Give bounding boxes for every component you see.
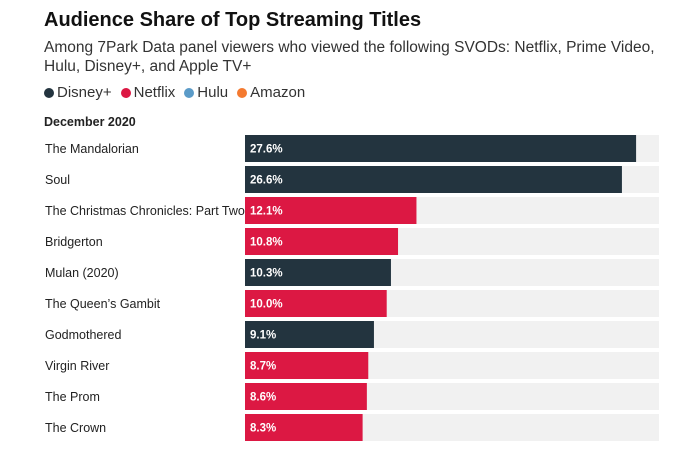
category-label-the-christmas-chronicles-part-two: The Christmas Chronicles: Part Two — [45, 204, 245, 218]
bar-the-crown — [245, 414, 363, 441]
category-label-soul: Soul — [45, 173, 70, 187]
bar-virgin-river — [245, 352, 369, 379]
chart-subtitle: Among 7Park Data panel viewers who viewe… — [44, 39, 655, 75]
bar-the-mandalorian — [245, 135, 637, 162]
value-label-godmothered: 9.1% — [250, 330, 276, 342]
legend-label-hulu: Hulu — [197, 84, 229, 101]
legend: Disney+ Netflix Hulu Amazon — [44, 84, 305, 101]
legend-label-netflix: Netflix — [133, 84, 176, 101]
bar-godmothered — [245, 321, 374, 348]
value-label-the-prom: 8.6% — [250, 392, 276, 404]
category-label-mulan-2020: Mulan (2020) — [45, 266, 119, 280]
category-label-the-crown: The Crown — [45, 421, 106, 435]
legend-label-disney: Disney+ — [57, 84, 112, 101]
bar-soul — [245, 166, 622, 193]
value-label-the-queen-s-gambit: 10.0% — [250, 299, 283, 311]
legend-item-amazon: Amazon — [237, 84, 305, 101]
legend-swatch-disney — [44, 87, 54, 98]
value-label-bridgerton: 10.8% — [250, 237, 283, 249]
value-label-the-crown: 8.3% — [250, 423, 276, 435]
category-label-the-queen-s-gambit: The Queen’s Gambit — [45, 297, 161, 311]
chart-title: Audience Share of Top Streaming Titles — [44, 9, 422, 31]
bar-the-christmas-chronicles-part-two — [245, 197, 417, 224]
legend-swatch-hulu — [184, 87, 195, 98]
bar-mulan-2020 — [245, 259, 391, 286]
legend-swatch-netflix — [120, 87, 131, 98]
category-label-the-prom: The Prom — [45, 390, 100, 404]
legend-item-hulu: Hulu — [184, 84, 228, 101]
category-label-the-mandalorian: The Mandalorian — [45, 142, 139, 156]
category-label-godmothered: Godmothered — [45, 328, 121, 342]
bar-the-queen-s-gambit — [245, 290, 387, 317]
bar-the-prom — [245, 383, 367, 410]
value-label-mulan-2020: 10.3% — [250, 268, 283, 280]
category-label-bridgerton: Bridgerton — [45, 235, 103, 249]
value-label-virgin-river: 8.7% — [250, 361, 276, 373]
value-label-the-christmas-chronicles-part-two: 12.1% — [250, 206, 283, 218]
legend-swatch-amazon — [237, 87, 248, 98]
value-label-the-mandalorian: 27.6% — [250, 144, 283, 156]
legend-item-disney: Disney+ — [44, 84, 112, 101]
legend-item-netflix: Netflix — [120, 84, 176, 101]
category-label-virgin-river: Virgin River — [45, 359, 109, 373]
bar-bridgerton — [245, 228, 399, 255]
legend-label-amazon: Amazon — [250, 84, 306, 101]
section-label: December 2020 — [44, 115, 136, 129]
value-label-soul: 26.6% — [250, 175, 283, 187]
